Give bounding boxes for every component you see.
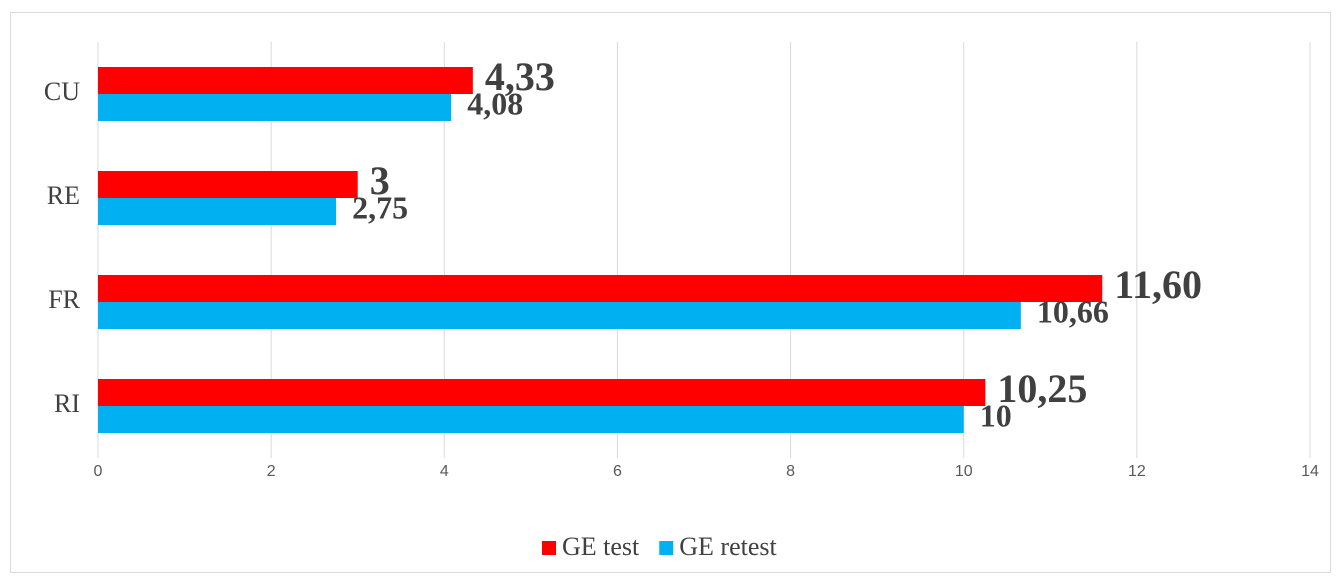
bar [98,302,1021,329]
y-tick-label: CU [44,77,80,106]
legend-swatch [659,541,674,555]
data-label: 10,66 [1037,293,1109,329]
bar [98,171,358,198]
data-label: 4,33 [485,54,555,99]
y-tick-label: RE [47,181,80,210]
y-tick-label: FR [48,285,80,314]
x-tick-label: 10 [955,463,973,480]
bar [98,275,1103,302]
y-tick-label: RI [54,389,80,418]
x-tick-label: 12 [1128,463,1146,480]
data-label: 2,75 [352,189,408,225]
data-label: 3 [370,158,390,203]
x-tick-label: 2 [267,463,276,480]
bar [98,379,986,406]
x-tick-label: 14 [1301,463,1319,480]
x-tick-label: 6 [613,463,622,480]
data-label: 10,25 [997,366,1087,411]
x-tick-label: 8 [786,463,795,480]
x-tick-label: 4 [440,463,449,480]
x-tick-label: 0 [94,463,103,480]
data-label: 11,60 [1114,262,1202,307]
bar [98,94,452,121]
data-label: 10 [980,397,1012,433]
bar [98,406,964,433]
bar [98,67,473,94]
legend-label: GE test [562,532,640,561]
legend-swatch [542,541,556,555]
legend-label: GE retest [679,532,777,561]
bar [98,198,337,225]
data-label: 4,08 [467,85,523,121]
